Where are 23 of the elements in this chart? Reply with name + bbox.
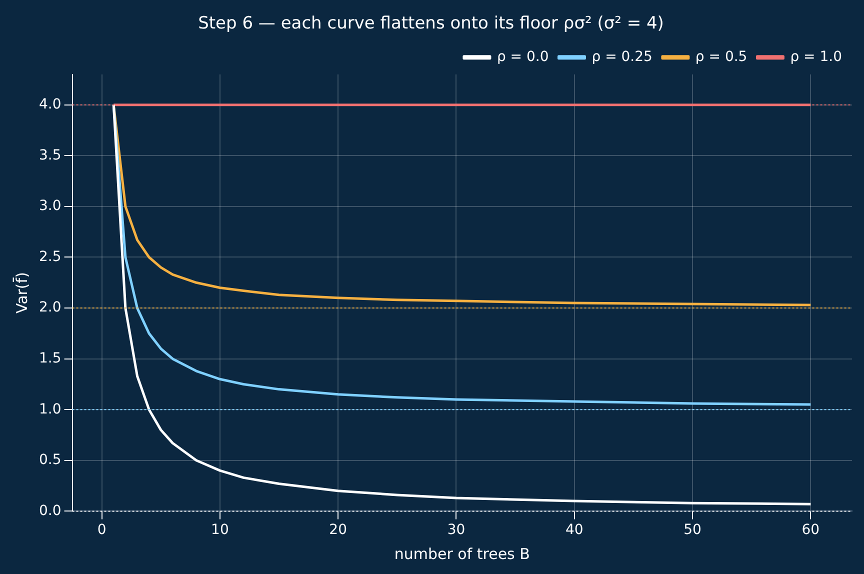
legend-label: ρ = 1.0 <box>790 49 842 66</box>
x-tick-label: 0 <box>97 522 106 538</box>
y-tick-label: 0.5 <box>39 452 62 468</box>
y-tick-label: 1.0 <box>39 401 62 418</box>
y-tick-label: 3.5 <box>39 147 62 164</box>
legend-label: ρ = 0.25 <box>592 49 652 66</box>
y-tick-label: 1.5 <box>39 350 62 366</box>
y-tick-label: 2.0 <box>39 300 62 316</box>
x-tick-label: 30 <box>447 522 466 538</box>
x-tick-label: 10 <box>211 522 229 538</box>
y-tick-label: 0.0 <box>39 502 62 519</box>
x-tick-label: 60 <box>802 522 820 538</box>
legend-label: ρ = 0.0 <box>496 49 549 66</box>
y-tick-label: 4.0 <box>39 96 62 113</box>
legend-label: ρ = 0.5 <box>695 49 748 66</box>
x-axis-title: number of trees B <box>394 544 530 563</box>
x-tick-label: 20 <box>329 522 347 538</box>
chart-title: Step 6 — each curve flattens onto its floor ρσ² (σ² = 4) <box>198 14 664 34</box>
y-axis-title: Var(f̄) <box>12 272 31 314</box>
x-tick-label: 40 <box>565 522 584 538</box>
x-tick-label: 50 <box>684 522 702 538</box>
y-tick-label: 2.5 <box>39 248 62 265</box>
y-tick-label: 3.0 <box>39 198 62 214</box>
